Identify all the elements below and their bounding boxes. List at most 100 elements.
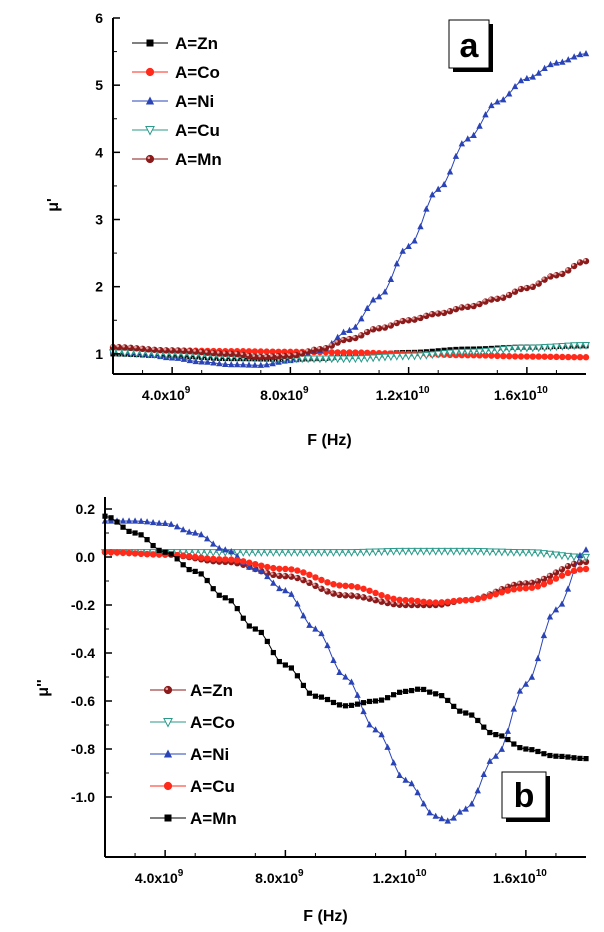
data-point — [163, 781, 173, 791]
data-point — [505, 353, 513, 360]
data-point-highlight — [423, 313, 427, 316]
data-point-highlight — [323, 345, 326, 349]
data-point — [452, 152, 460, 159]
data-point — [191, 553, 199, 561]
data-point — [402, 597, 409, 604]
data-point — [509, 548, 518, 557]
data-point — [263, 348, 270, 355]
data-point — [491, 548, 500, 557]
data-point — [431, 547, 440, 556]
data-point — [270, 564, 277, 572]
data-point-highlight — [240, 352, 244, 356]
data-point — [516, 585, 524, 592]
data-point — [378, 731, 385, 738]
data-point — [108, 515, 114, 521]
data-point — [500, 352, 507, 360]
data-point — [342, 582, 349, 589]
data-point-highlight — [122, 344, 125, 348]
data-point — [300, 576, 307, 584]
data-point-highlight — [193, 349, 196, 352]
data-point — [306, 621, 313, 628]
data-point-highlight — [565, 267, 569, 271]
data-point — [115, 344, 123, 351]
data-point-highlight — [565, 563, 569, 567]
data-point — [492, 591, 500, 598]
data-point — [336, 582, 343, 589]
data-point — [204, 577, 210, 584]
data-point — [222, 595, 228, 601]
data-point — [294, 574, 301, 582]
data-point — [204, 358, 211, 365]
data-point — [113, 549, 121, 556]
data-point-highlight — [547, 573, 551, 577]
data-point-highlight — [553, 272, 557, 276]
data-point — [386, 353, 395, 362]
data-point — [306, 579, 313, 587]
data-point — [462, 597, 469, 604]
data-point — [222, 556, 229, 563]
data-point — [456, 597, 463, 604]
data-point-highlight — [293, 352, 297, 356]
data-point — [216, 350, 223, 357]
data-point — [521, 549, 530, 557]
data-point — [246, 563, 253, 570]
data-point — [257, 348, 265, 355]
data-point — [131, 550, 139, 557]
data-point — [264, 638, 270, 645]
data-point — [528, 673, 536, 680]
data-point-highlight — [373, 597, 376, 601]
data-point — [210, 586, 216, 592]
data-point — [293, 549, 302, 557]
x-tick-label: 4.0x109 — [142, 385, 191, 403]
data-point — [276, 565, 283, 572]
data-point — [384, 599, 391, 607]
data-point — [457, 708, 463, 714]
data-point — [467, 547, 476, 556]
data-point — [126, 528, 132, 534]
data-point-highlight — [281, 353, 285, 357]
data-point — [144, 537, 150, 543]
data-point-highlight — [559, 566, 563, 570]
data-point — [164, 814, 172, 822]
data-point — [434, 185, 442, 192]
data-point-highlight — [382, 325, 386, 328]
data-point — [324, 696, 331, 703]
data-point — [318, 585, 325, 592]
data-point — [150, 542, 156, 549]
data-point — [369, 296, 377, 303]
data-point — [216, 592, 222, 598]
data-point-highlight — [282, 573, 286, 577]
data-point — [345, 355, 354, 364]
data-point — [559, 753, 565, 760]
data-point — [322, 344, 330, 352]
data-point-highlight — [151, 347, 155, 350]
data-point — [137, 517, 145, 524]
data-point — [233, 350, 241, 358]
data-point — [275, 348, 282, 355]
data-point — [372, 597, 379, 604]
data-point-highlight — [441, 310, 445, 314]
data-point — [340, 336, 347, 344]
data-point — [464, 303, 471, 311]
data-point-highlight — [163, 347, 167, 351]
data-point — [481, 724, 487, 730]
data-point — [151, 346, 158, 353]
data-point-highlight — [287, 353, 291, 356]
data-point — [246, 623, 252, 629]
data-point — [358, 315, 365, 322]
data-point — [428, 351, 437, 360]
data-point — [439, 693, 445, 699]
data-point — [494, 352, 501, 360]
data-point — [119, 517, 127, 524]
data-point — [252, 565, 259, 572]
data-point-highlight — [234, 351, 238, 355]
data-point — [486, 757, 493, 764]
legend-label: A=Mn — [190, 809, 237, 828]
y-tick-label: -0.8 — [71, 741, 95, 757]
data-point — [336, 591, 343, 599]
data-point — [529, 353, 536, 360]
data-point — [334, 349, 341, 356]
legend-label: A=Co — [190, 713, 235, 732]
data-point — [360, 594, 367, 601]
data-point-highlight — [349, 593, 352, 596]
